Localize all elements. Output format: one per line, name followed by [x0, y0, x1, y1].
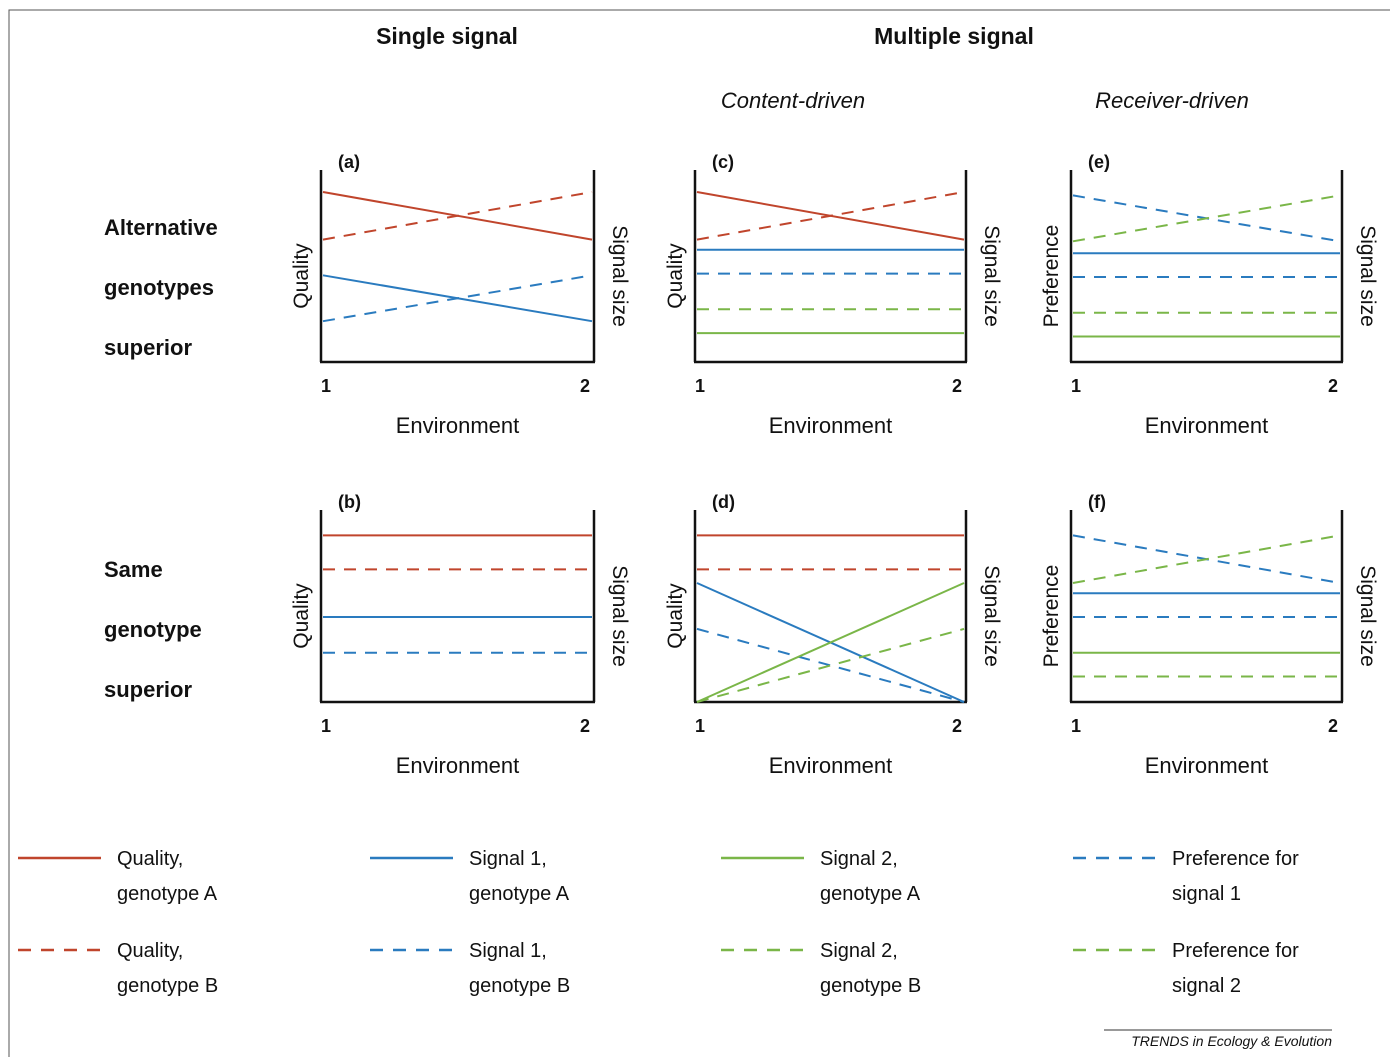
legend-label-line-2: signal 2 [1172, 975, 1241, 997]
legend-label-line-2: genotype A [469, 883, 570, 905]
legend-label-line-1: Preference for [1172, 848, 1299, 870]
panel-b: (b) 1 2 Environment Quality Signal size [290, 492, 631, 778]
row-label-bottom-3: superior [104, 677, 192, 702]
panel-d: (d) 1 2 Environment Quality Signal size [664, 492, 1003, 778]
x-tick-label-1: 1 [321, 376, 331, 396]
legend-label-line-2: genotype A [820, 883, 921, 905]
legend-label-line-2: signal 1 [1172, 883, 1241, 905]
right-axis-label: Signal size [608, 565, 631, 667]
x-tick-label-1: 1 [1071, 716, 1081, 736]
legend-label-line-1: Quality, [117, 940, 183, 962]
x-tick-label-1: 1 [695, 716, 705, 736]
x-tick-label-2: 2 [1328, 716, 1338, 736]
legend-item: Signal 1, genotype A [370, 848, 570, 905]
header-single-signal: Single signal [376, 23, 518, 49]
right-axis-label: Signal size [608, 225, 631, 327]
right-axis-label: Signal size [980, 565, 1003, 667]
right-axis-label: Signal size [980, 225, 1003, 327]
x-tick-label-2: 2 [580, 376, 590, 396]
left-axis-label: Quality [664, 243, 687, 309]
x-tick-label-2: 2 [952, 716, 962, 736]
legend-item: Quality, genotype A [18, 848, 218, 905]
panel-label: (d) [712, 492, 735, 512]
x-axis-label: Environment [1145, 413, 1269, 438]
legend-label-line-2: genotype B [117, 975, 218, 997]
left-axis-label: Preference [1040, 565, 1063, 668]
legend-label-line-2: genotype A [117, 883, 218, 905]
x-axis-label: Environment [769, 753, 893, 778]
panel-f: (f) 1 2 Environment Preference Signal size [1040, 492, 1379, 778]
left-axis-label: Quality [664, 583, 687, 649]
x-tick-label-1: 1 [1071, 376, 1081, 396]
legend-item: Signal 2, genotype A [721, 848, 921, 905]
legend-label-line-1: Quality, [117, 848, 183, 870]
header-multiple-signal: Multiple signal [874, 23, 1034, 49]
legend-label-line-1: Signal 2, [820, 848, 898, 870]
left-axis-label: Quality [290, 583, 313, 649]
panel-label: (b) [338, 492, 361, 512]
legend-label-line-2: genotype B [820, 975, 921, 997]
panel-label: (e) [1088, 152, 1110, 172]
legend-label-line-1: Signal 1, [469, 848, 547, 870]
row-label-bottom-1: Same [104, 557, 163, 582]
panel-e: (e) 1 2 Environment Preference Signal size [1040, 152, 1379, 438]
left-axis-label: Quality [290, 243, 313, 309]
legend-label-line-1: Signal 1, [469, 940, 547, 962]
x-axis-label: Environment [396, 753, 520, 778]
x-tick-label-2: 2 [952, 376, 962, 396]
right-axis-label: Signal size [1356, 225, 1379, 327]
legend-item: Preference for signal 1 [1073, 848, 1299, 905]
left-axis-label: Preference [1040, 225, 1063, 328]
panels: (a) 1 2 Environment Quality Signal size (b) 1 2 E… [290, 152, 1379, 778]
panel-label: (c) [712, 152, 734, 172]
legend-item: Preference for signal 2 [1073, 940, 1299, 997]
legend-label-line-1: Signal 2, [820, 940, 898, 962]
legend-item: Signal 1, genotype B [370, 940, 570, 997]
x-axis-label: Environment [1145, 753, 1269, 778]
header-content-driven: Content-driven [721, 88, 865, 113]
panel-label: (f) [1088, 492, 1106, 512]
x-tick-label-2: 2 [1328, 376, 1338, 396]
row-label-top-2: genotypes [104, 275, 214, 300]
x-axis-label: Environment [396, 413, 520, 438]
x-tick-label-2: 2 [580, 716, 590, 736]
row-label-bottom-2: genotype [104, 617, 202, 642]
row-label-top-3: superior [104, 335, 192, 360]
legend-label-line-1: Preference for [1172, 940, 1299, 962]
legend-item: Quality, genotype B [18, 940, 218, 997]
legend-item: Signal 2, genotype B [721, 940, 921, 997]
row-label-top-1: Alternative [104, 215, 218, 240]
x-tick-label-1: 1 [321, 716, 331, 736]
x-axis-label: Environment [769, 413, 893, 438]
panel-label: (a) [338, 152, 360, 172]
header-receiver-driven: Receiver-driven [1095, 88, 1249, 113]
series-line-green-dashed [1073, 195, 1340, 241]
series-line-green-dashed [1073, 535, 1340, 583]
panel-c: (c) 1 2 Environment Quality Signal size [664, 152, 1003, 438]
x-tick-label-1: 1 [695, 376, 705, 396]
legend-label-line-2: genotype B [469, 975, 570, 997]
credit-text: TRENDS in Ecology & Evolution [1131, 1033, 1332, 1049]
panel-a: (a) 1 2 Environment Quality Signal size [290, 152, 631, 438]
right-axis-label: Signal size [1356, 565, 1379, 667]
